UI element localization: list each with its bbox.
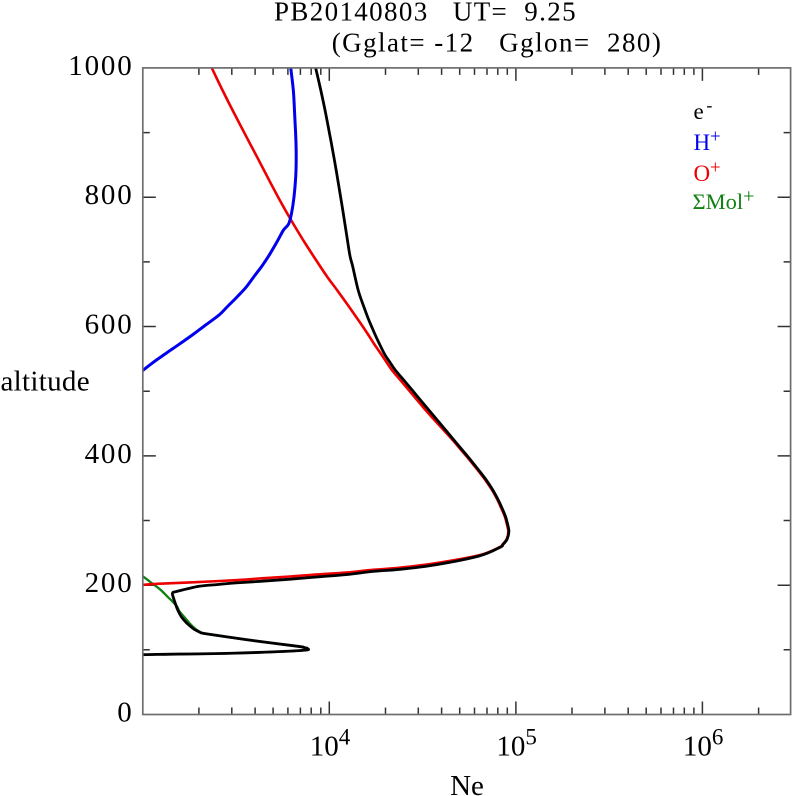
svg-text:0: 0: [117, 696, 133, 728]
svg-text:800: 800: [85, 179, 134, 211]
svg-text:PB20140803 UT= 9.25: PB20140803 UT= 9.25: [274, 0, 577, 27]
svg-text:Ne: Ne: [450, 770, 484, 796]
svg-text:1000: 1000: [68, 50, 133, 82]
svg-text:altitude: altitude: [1, 366, 90, 398]
svg-text:200: 200: [85, 567, 134, 599]
svg-text:400: 400: [85, 438, 134, 470]
svg-text:600: 600: [85, 308, 134, 340]
svg-text:(Gglat= -12 Gglon= 280): (Gglat= -12 Gglon= 280): [332, 28, 663, 58]
